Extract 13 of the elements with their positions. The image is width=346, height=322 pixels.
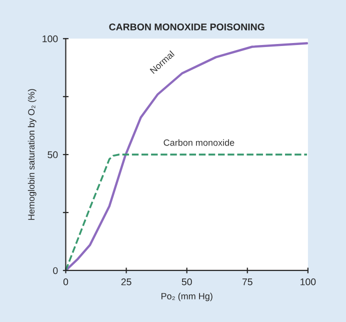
y-tick-label: 50 (48, 151, 58, 158)
x-axis-title: Po₂ (mm Hg) (162, 292, 212, 302)
y-tick-label: 100 (42, 35, 58, 42)
series-label: Carbon monoxide (164, 139, 234, 146)
x-tick-label: 0 (63, 278, 68, 286)
x-tick-label: 25 (121, 278, 132, 286)
y-axis-title: Hemoglobin saturation by O₂ (%) (28, 89, 36, 220)
line-series (66, 42, 308, 270)
x-tick-label: 75 (242, 278, 252, 286)
y-tick-label: 0 (53, 267, 58, 274)
chart-title: CARBON MONOXIDE POISONING (109, 24, 264, 30)
x-tick-label: 100 (300, 278, 316, 286)
x-tick-label: 50 (182, 278, 192, 286)
